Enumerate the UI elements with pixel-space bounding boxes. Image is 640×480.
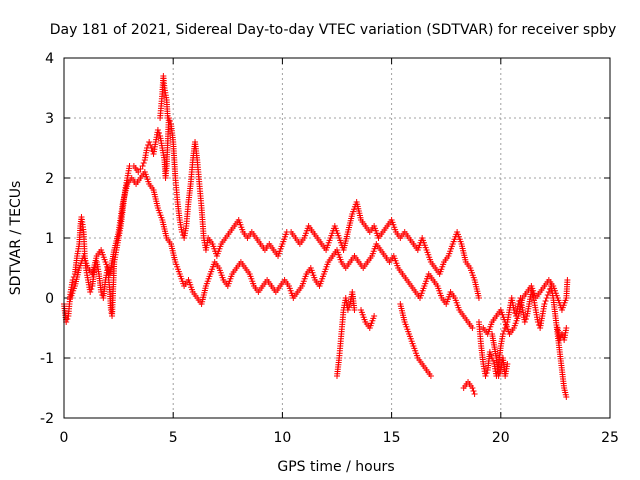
data-point [351, 307, 358, 313]
plot-frame [63, 57, 611, 419]
data-point [487, 352, 494, 358]
x-tick-label: 20 [492, 430, 510, 446]
data-point [545, 289, 552, 295]
data-point [534, 319, 541, 325]
data-point [471, 391, 478, 397]
data-point [563, 325, 570, 331]
y-tick-label: -1 [40, 351, 54, 367]
data-point [147, 142, 154, 148]
x-tick-label: 10 [273, 430, 291, 446]
data-point [486, 349, 493, 355]
data-point [482, 373, 489, 379]
data-point [146, 139, 153, 145]
data-point [483, 370, 490, 376]
data-point [541, 301, 548, 307]
x-tick-label: 25 [601, 430, 619, 446]
x-axis-label: GPS time / hours [277, 459, 394, 475]
chart-title: Day 181 of 2021, Sidereal Day-to-day VTE… [50, 22, 617, 38]
data-point [139, 163, 146, 169]
x-tick-label: 5 [169, 430, 178, 446]
data-point [87, 289, 94, 295]
x-tick-label: 0 [60, 430, 69, 446]
data-point [544, 292, 551, 298]
data-point [490, 358, 497, 364]
data-point [469, 385, 476, 391]
data-point [542, 298, 549, 304]
data-point [371, 313, 378, 319]
data-point [475, 295, 482, 301]
data-point [543, 295, 550, 301]
data-point [470, 388, 477, 394]
y-tick-label: 3 [45, 111, 54, 127]
data-point [140, 160, 147, 166]
x-tick-label: 15 [383, 430, 401, 446]
data-point [344, 307, 351, 313]
data-point [148, 145, 155, 151]
data-points [61, 73, 571, 400]
data-point [164, 115, 171, 121]
data-point [510, 307, 517, 313]
data-point [504, 361, 511, 367]
data-point [558, 331, 565, 337]
data-point [521, 319, 528, 325]
data-point [154, 127, 161, 133]
data-point [495, 373, 502, 379]
y-tick-label: -2 [40, 411, 54, 427]
data-point [88, 286, 95, 292]
y-tick-label: 4 [45, 51, 54, 67]
axis-ticks: 0 5 10 15 20 25 -2 -1 0 1 2 3 4 [40, 51, 619, 446]
data-point [564, 277, 571, 283]
y-tick-label: 2 [45, 171, 54, 187]
y-tick-label: 1 [45, 231, 54, 247]
data-point [469, 325, 476, 331]
data-point [156, 130, 163, 136]
data-point [178, 229, 185, 235]
data-point [563, 394, 570, 400]
y-axis-label: SDTVAR / TECUs [8, 181, 24, 296]
data-point [108, 310, 115, 316]
data-point [64, 316, 71, 322]
data-point [346, 304, 353, 310]
data-point [69, 277, 76, 283]
y-tick-label: 0 [45, 291, 54, 307]
data-point [499, 331, 506, 337]
data-point [427, 373, 434, 379]
data-point [496, 370, 503, 376]
data-point [501, 328, 508, 334]
data-point [522, 316, 529, 322]
